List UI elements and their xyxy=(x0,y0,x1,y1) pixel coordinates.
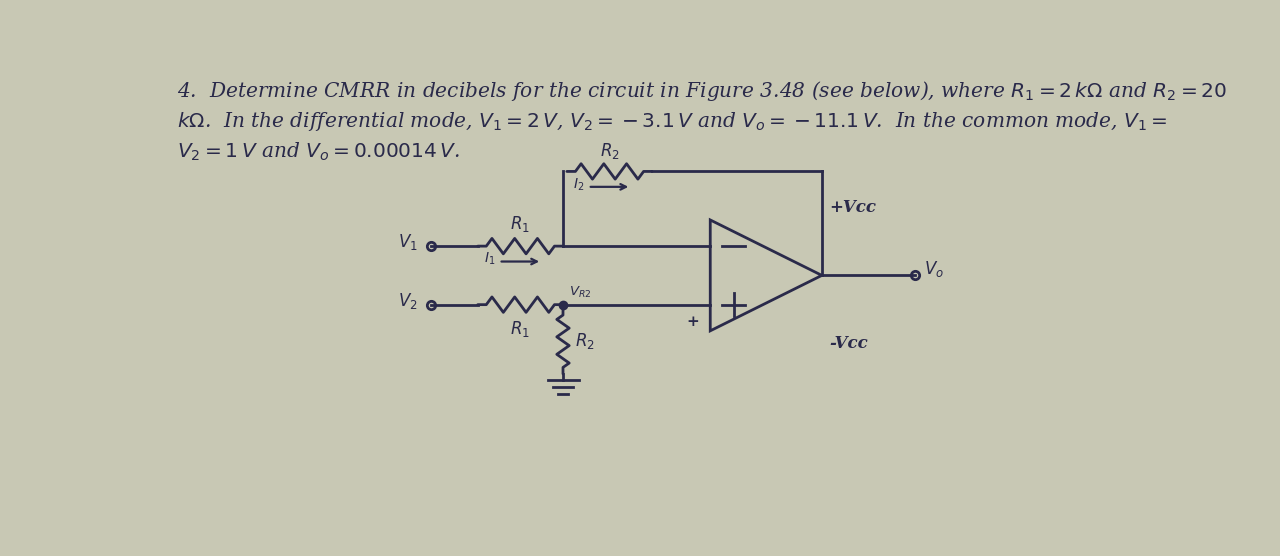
Text: $I_1$: $I_1$ xyxy=(484,251,495,267)
Text: +: + xyxy=(686,315,699,329)
Text: $V_1$: $V_1$ xyxy=(398,232,417,252)
Text: $R_1$: $R_1$ xyxy=(511,319,530,339)
Text: 4.  Determine CMRR in decibels for the circuit in Figure 3.48 (see below), where: 4. Determine CMRR in decibels for the ci… xyxy=(177,79,1228,103)
Text: $I_2$: $I_2$ xyxy=(573,176,585,193)
Text: $V_o$: $V_o$ xyxy=(924,259,945,279)
Text: $V_{R2}$: $V_{R2}$ xyxy=(570,285,591,300)
Text: +Vcc: +Vcc xyxy=(829,199,877,216)
Text: $k\Omega$.  In the differential mode, $V_1 = 2\,V$, $V_2 = -3.1\,V$ and $V_o = -: $k\Omega$. In the differential mode, $V_… xyxy=(177,110,1167,133)
Text: $R_2$: $R_2$ xyxy=(576,331,595,351)
Text: $R_1$: $R_1$ xyxy=(511,214,530,234)
Text: $V_2 = 1\,V$ and $V_o = 0.00014\,V$.: $V_2 = 1\,V$ and $V_o = 0.00014\,V$. xyxy=(177,141,460,163)
Text: $R_2$: $R_2$ xyxy=(599,141,620,161)
Text: -Vcc: -Vcc xyxy=(829,335,868,352)
Text: $V_2$: $V_2$ xyxy=(398,291,417,311)
